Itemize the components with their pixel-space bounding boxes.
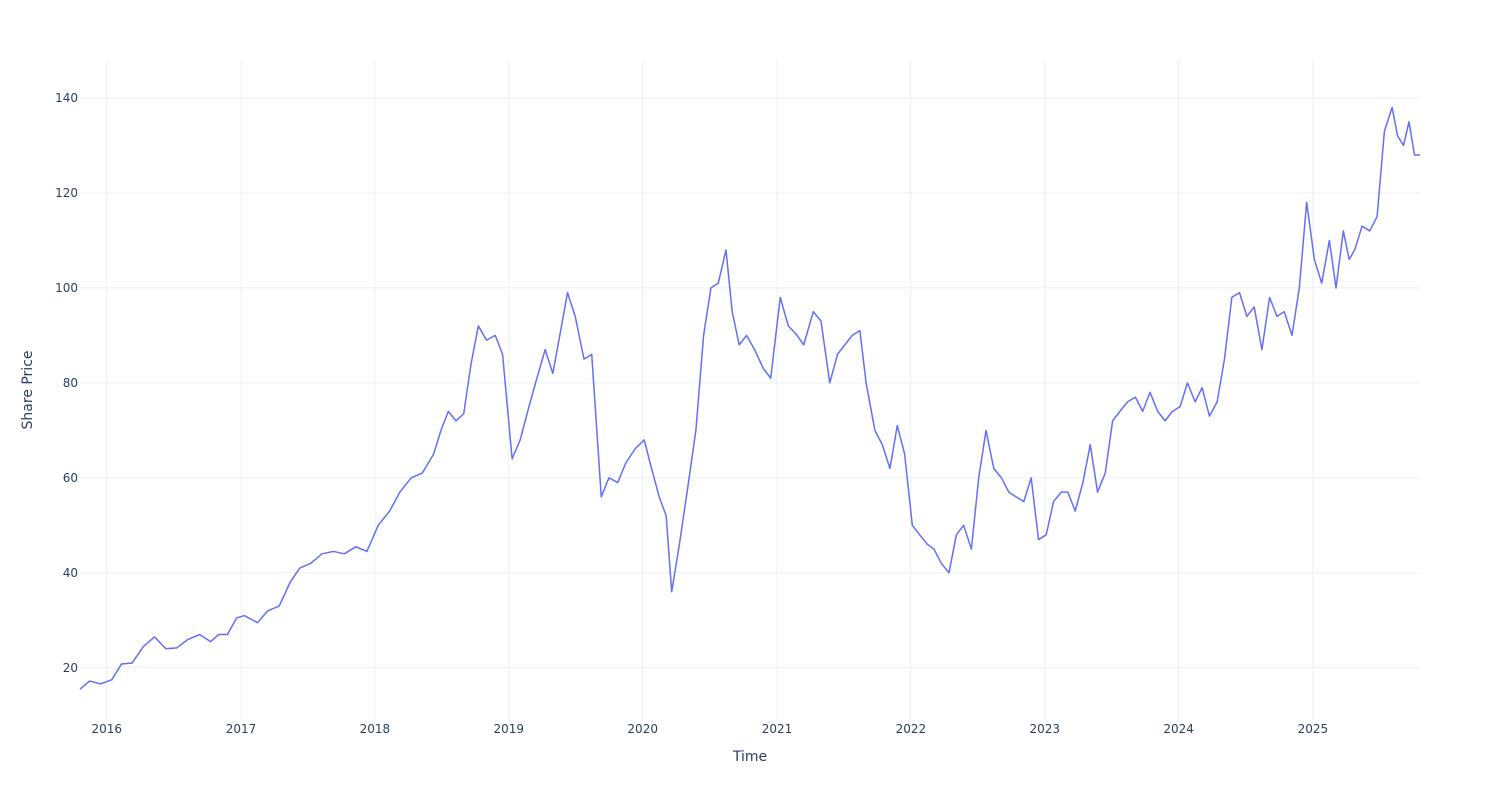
x-tick-label: 2020 xyxy=(627,722,658,736)
x-tick-label: 2018 xyxy=(360,722,391,736)
x-tick-label: 2024 xyxy=(1163,722,1194,736)
y-tick-label: 140 xyxy=(55,91,78,105)
x-tick-label: 2022 xyxy=(896,722,927,736)
series-line-0 xyxy=(79,106,1420,690)
x-tick-label: 2017 xyxy=(226,722,257,736)
y-tick-labels: 20 40 60 80 100 120 140 xyxy=(55,91,78,675)
series-layer xyxy=(79,106,1420,690)
y-axis-title: Share Price xyxy=(20,350,36,429)
y-tick-label: 80 xyxy=(63,376,78,390)
y-tick-label: 120 xyxy=(55,186,78,200)
y-tick-label: 20 xyxy=(63,661,78,675)
x-tick-label: 2025 xyxy=(1298,722,1329,736)
y-tick-label: 60 xyxy=(63,471,78,485)
y-tick-label: 100 xyxy=(55,281,78,295)
x-gridlines xyxy=(106,60,1314,720)
x-tick-label: 2023 xyxy=(1029,722,1060,736)
x-tick-label: 2019 xyxy=(494,722,525,736)
x-tick-labels: 2016 2017 2018 2019 2020 2021 2022 2023 2024 2025 xyxy=(92,722,1329,736)
x-tick-label: 2021 xyxy=(762,722,793,736)
y-gridlines xyxy=(80,97,1420,669)
x-tick-label: 2016 xyxy=(92,722,123,736)
x-axis-title: Time xyxy=(732,749,767,765)
y-tick-label: 40 xyxy=(63,566,78,580)
